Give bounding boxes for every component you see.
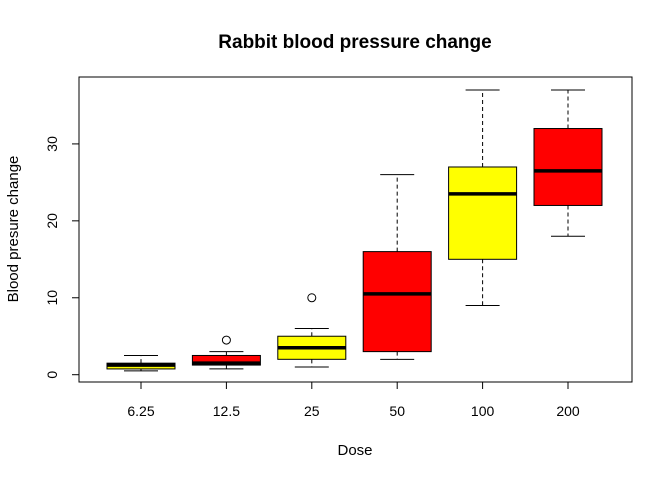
x-tick-label: 50 bbox=[389, 403, 405, 419]
box-group-200 bbox=[533, 89, 603, 237]
x-axis: 6.25 12.5 25 50 100 200 bbox=[127, 381, 580, 419]
box-iqr bbox=[362, 251, 432, 353]
box-group-50 bbox=[362, 174, 432, 360]
y-tick-label: 10 bbox=[44, 290, 60, 306]
y-axis: 0 10 20 30 bbox=[44, 136, 80, 379]
x-tick-label: 200 bbox=[556, 403, 580, 419]
x-tick-label: 6.25 bbox=[127, 403, 154, 419]
outlier-point bbox=[307, 293, 317, 303]
y-tick-label: 30 bbox=[44, 136, 60, 152]
y-axis-label: Blood presure change bbox=[5, 156, 22, 303]
box-iqr bbox=[448, 166, 518, 260]
box-iqr bbox=[533, 128, 603, 206]
y-tick-label: 20 bbox=[44, 213, 60, 229]
box-iqr bbox=[191, 354, 261, 366]
boxes-layer bbox=[106, 89, 603, 372]
box-group-6.25 bbox=[106, 354, 176, 372]
box-group-12.5 bbox=[191, 335, 261, 370]
y-tick-label: 0 bbox=[44, 371, 60, 379]
x-tick-label: 25 bbox=[304, 403, 320, 419]
x-tick-label: 100 bbox=[471, 403, 495, 419]
x-tick-label: 12.5 bbox=[213, 403, 240, 419]
x-axis-label: Dose bbox=[337, 442, 372, 459]
plot-frame bbox=[78, 76, 633, 383]
chart-title: Rabbit blood pressure change bbox=[218, 32, 491, 53]
outlier-point bbox=[221, 335, 231, 345]
box-group-100 bbox=[448, 89, 518, 306]
box-group-25 bbox=[277, 293, 347, 368]
